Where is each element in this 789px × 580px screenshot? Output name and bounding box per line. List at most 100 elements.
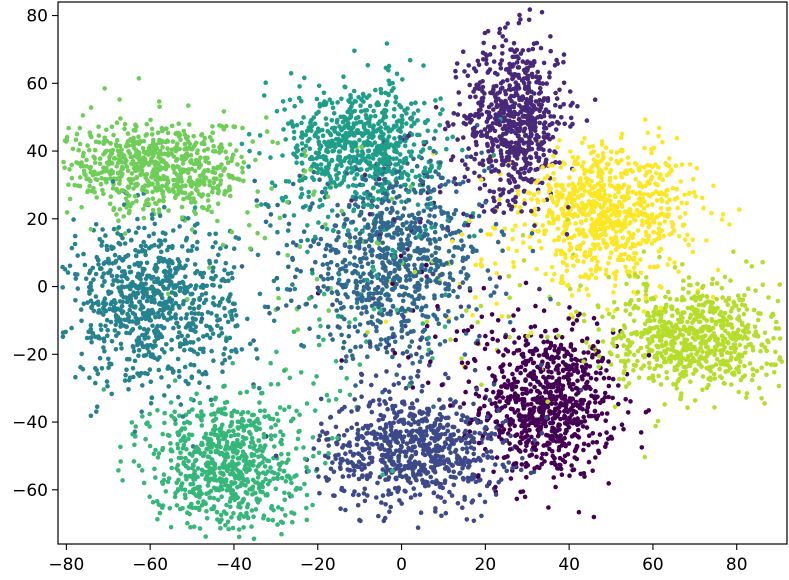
scatter-point [532, 324, 538, 329]
scatter-point [575, 194, 581, 199]
scatter-point [674, 186, 680, 192]
scatter-point [608, 149, 614, 155]
scatter-point [255, 252, 261, 258]
scatter-point [497, 430, 503, 436]
scatter-point [537, 107, 542, 113]
scatter-point [464, 517, 470, 522]
scatter-point [290, 282, 295, 287]
scatter-point [362, 246, 367, 252]
scatter-point [519, 430, 525, 436]
scatter-point [656, 373, 661, 379]
scatter-point [573, 417, 579, 423]
scatter-point [403, 453, 409, 459]
scatter-point [75, 286, 81, 291]
scatter-point [311, 446, 317, 451]
scatter-point [386, 185, 392, 191]
scatter-point [591, 514, 597, 520]
scatter-point [164, 342, 169, 347]
scatter-point [115, 171, 121, 176]
scatter-point [579, 164, 585, 169]
scatter-point [500, 126, 506, 132]
scatter-point [427, 168, 433, 174]
scatter-point [518, 17, 523, 22]
scatter-point [221, 465, 226, 470]
scatter-point [237, 516, 242, 521]
scatter-point [477, 174, 482, 179]
scatter-point [626, 230, 632, 235]
scatter-point [443, 371, 448, 377]
scatter-point [396, 363, 402, 368]
scatter-point [494, 419, 500, 424]
scatter-point [236, 527, 242, 532]
scatter-point [141, 239, 146, 245]
scatter-point [162, 204, 167, 210]
scatter-point [619, 158, 624, 163]
scatter-point [712, 405, 717, 410]
scatter-point [320, 429, 325, 434]
scatter-point [461, 401, 467, 406]
scatter-point [764, 372, 769, 378]
scatter-point [472, 358, 478, 364]
scatter-point [123, 372, 128, 378]
scatter-point [631, 352, 637, 358]
scatter-point [561, 59, 566, 65]
scatter-point [604, 411, 610, 416]
scatter-point [670, 186, 676, 191]
scatter-point [204, 516, 210, 521]
scatter-point [610, 314, 616, 320]
scatter-point [500, 34, 506, 39]
scatter-point [678, 179, 683, 184]
scatter-point [268, 436, 274, 442]
scatter-point [652, 318, 657, 323]
scatter-point [326, 266, 332, 271]
scatter-point [290, 519, 295, 525]
scatter-point [193, 505, 198, 511]
scatter-point [207, 231, 212, 237]
scatter-point [268, 425, 274, 430]
scatter-point [380, 467, 386, 472]
scatter-point [623, 384, 629, 389]
scatter-point [399, 409, 404, 414]
scatter-point [553, 103, 558, 108]
scatter-point [185, 297, 190, 302]
scatter-point [304, 505, 309, 511]
scatter-point [543, 451, 549, 457]
scatter-point [101, 387, 107, 392]
scatter-point [120, 299, 126, 305]
scatter-point [678, 352, 683, 358]
scatter-point [387, 448, 393, 454]
scatter-point [153, 314, 158, 320]
scatter-point [539, 245, 544, 251]
scatter-point [522, 197, 527, 203]
scatter-point [284, 303, 289, 308]
scatter-point [391, 114, 397, 119]
scatter-point [376, 397, 382, 403]
scatter-point [314, 96, 320, 102]
scatter-point [538, 89, 543, 95]
scatter-point [450, 463, 456, 468]
scatter-point [562, 353, 567, 359]
scatter-point [331, 469, 337, 475]
scatter-point [607, 255, 613, 260]
scatter-point [551, 153, 556, 159]
scatter-point [421, 208, 427, 214]
scatter-point [623, 264, 628, 270]
scatter-point [329, 290, 335, 295]
scatter-point [316, 220, 321, 225]
scatter-point [188, 200, 194, 205]
scatter-point [299, 135, 305, 140]
scatter-point [316, 437, 322, 443]
scatter-point [499, 384, 504, 389]
scatter-point [400, 439, 406, 445]
scatter-point [425, 196, 431, 202]
scatter-point [175, 445, 181, 451]
scatter-point [576, 509, 582, 515]
scatter-point [171, 182, 177, 188]
scatter-point [165, 275, 170, 280]
scatter-point [211, 165, 216, 171]
scatter-point [476, 62, 482, 68]
scatter-point [215, 323, 220, 329]
scatter-point [738, 377, 744, 383]
scatter-point [231, 246, 237, 251]
scatter-point [579, 364, 585, 370]
